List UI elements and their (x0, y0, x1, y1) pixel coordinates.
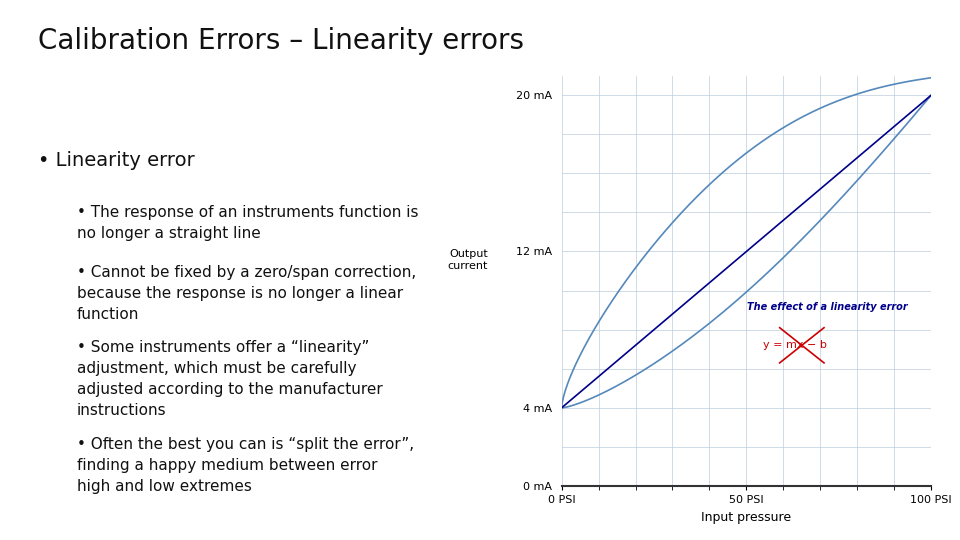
Y-axis label: Output
current: Output current (447, 249, 488, 271)
Text: • Linearity error: • Linearity error (38, 151, 195, 170)
Text: • Some instruments offer a “linearity”
adjustment, which must be carefully
adjus: • Some instruments offer a “linearity” a… (77, 340, 382, 418)
Text: Calibration Errors – Linearity errors: Calibration Errors – Linearity errors (38, 27, 524, 55)
Text: • Cannot be fixed by a zero/span correction,
because the response is no longer a: • Cannot be fixed by a zero/span correct… (77, 265, 416, 322)
Text: The effect of a linearity error: The effect of a linearity error (748, 302, 908, 312)
Text: • The response of an instruments function is
no longer a straight line: • The response of an instruments functio… (77, 205, 419, 241)
Text: y = mx − b: y = mx − b (762, 340, 827, 350)
Text: • Often the best you can is “split the error”,
finding a happy medium between er: • Often the best you can is “split the e… (77, 437, 414, 495)
X-axis label: Input pressure: Input pressure (702, 511, 791, 524)
